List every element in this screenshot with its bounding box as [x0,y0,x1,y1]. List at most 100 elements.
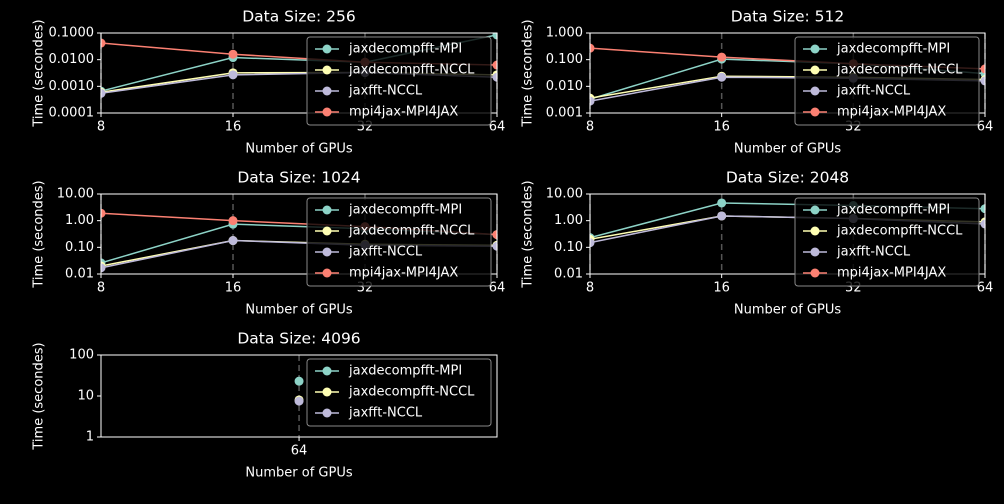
legend-box [306,36,492,126]
y-axis-label: Time (secondes) [32,180,47,288]
data-point [228,49,238,59]
x-tick-label: 64 [489,120,506,135]
axes-frame [100,354,498,438]
x-axis-label: Number of GPUs [734,142,841,157]
axes-frame [589,193,986,275]
x-axis-label: Number of GPUs [734,303,841,318]
chart-title: Data Size: 512 [731,8,845,26]
data-point [590,43,595,53]
legend: jaxdecompfft-MPI jaxdecompfft-NCCL jaxfft-… [306,36,492,126]
x-tick-label: 64 [977,120,994,135]
legend-marker [322,65,332,75]
legend-box [306,358,492,427]
y-tick-label: 10 [77,389,94,404]
chart-title: Data Size: 4096 [237,330,360,348]
data-point [717,198,727,208]
y-tick-label: 0.0010 [49,79,95,94]
y-axis-label: Time (secondes) [521,180,536,288]
x-tick-label: 16 [225,281,242,296]
plot-area [294,376,304,406]
y-tick-label: 10.00 [546,187,583,202]
y-tick-label: 100 [69,348,94,363]
legend-label: jaxfft-NCCL [348,406,423,421]
axes-frame [100,32,498,114]
legend-label: jaxfft-NCCL [836,245,911,260]
legend: jaxdecompfft-MPI jaxdecompfft-NCCL jaxfft-… [794,197,980,287]
chart-title: Data Size: 256 [242,8,356,26]
legend-marker [322,408,332,418]
legend-label: jaxdecompfft-MPI [348,364,462,379]
y-tick-label: 0.0100 [49,52,95,67]
legend-marker [810,65,820,75]
y-tick-label: 0.100 [546,52,583,67]
legend-label: jaxdecompfft-MPI [348,42,462,57]
y-tick-label: 1.00 [65,213,94,228]
x-tick-label: 8 [97,120,105,135]
y-tick-label: 1 [86,430,94,445]
y-tick-label: 0.001 [546,106,583,121]
y-tick-label: 10.00 [57,187,94,202]
data-point [492,60,497,70]
subplot: Data Size: 256 Number of GPUs Time (second… [32,8,506,157]
legend-marker [810,107,820,117]
x-tick-label: 64 [977,281,994,296]
legend-box [794,197,980,287]
data-point [228,236,238,246]
x-tick-label: 16 [713,120,730,135]
data-point [101,208,106,218]
x-axis-label: Number of GPUs [245,303,352,318]
data-point [590,238,595,248]
legend-marker [322,44,332,54]
y-tick-label: 0.1000 [49,26,95,41]
subplot: Data Size: 512 Number of GPUs Time (second… [521,8,994,157]
legend-label: jaxdecompfft-NCCL [348,63,475,78]
y-tick-label: 1.000 [546,26,583,41]
legend-marker [322,366,332,376]
legend-marker [810,205,820,215]
legend-marker [322,226,332,236]
data-point [228,216,238,226]
data-point [980,64,985,74]
legend-label: jaxdecompfft-MPI [836,42,950,57]
data-point [980,219,985,229]
y-tick-label: 0.10 [65,240,94,255]
x-axis-label: Number of GPUs [245,142,352,157]
data-point [492,241,497,251]
x-tick-label: 64 [489,281,506,296]
y-tick-label: 0.10 [554,240,583,255]
y-axis-label: Time (secondes) [521,19,536,127]
legend: jaxdecompfft-MPI jaxdecompfft-NCCL jaxfft-… [306,358,492,427]
legend-label: mpi4jax-MPI4JAX [837,266,946,281]
chart-title: Data Size: 1024 [237,169,360,187]
x-tick-label: 8 [586,120,594,135]
legend-marker [322,268,332,278]
x-tick-label: 16 [713,281,730,296]
legend-label: jaxdecompfft-NCCL [348,224,475,239]
y-axis-label: Time (secondes) [32,342,47,450]
data-point [717,52,727,62]
x-tick-label: 64 [291,444,308,459]
legend-marker [810,247,820,257]
y-tick-label: 0.01 [554,267,583,282]
data-point [980,204,985,214]
axes-frame [589,32,986,114]
legend-label: jaxfft-NCCL [348,84,423,99]
x-axis-label: Number of GPUs [245,466,352,481]
legend-label: mpi4jax-MPI4JAX [349,266,458,281]
legend-box [794,36,980,126]
legend-label: mpi4jax-MPI4JAX [837,105,946,120]
data-point [717,211,727,221]
y-tick-label: 0.010 [546,79,583,94]
legend-marker [322,205,332,215]
data-point [294,376,304,386]
subplot: Data Size: 2048 Number of GPUs Time (secon… [521,169,994,318]
legend-label: jaxdecompfft-MPI [836,203,950,218]
data-point [228,70,238,80]
legend-marker [322,107,332,117]
legend-label: jaxfft-NCCL [836,84,911,99]
y-tick-label: 0.01 [65,267,94,282]
data-point [980,76,985,86]
subplot: Data Size: 1024 Number of GPUs Time (secon… [32,169,506,318]
legend-label: jaxfft-NCCL [348,245,423,260]
x-tick-label: 8 [97,281,105,296]
